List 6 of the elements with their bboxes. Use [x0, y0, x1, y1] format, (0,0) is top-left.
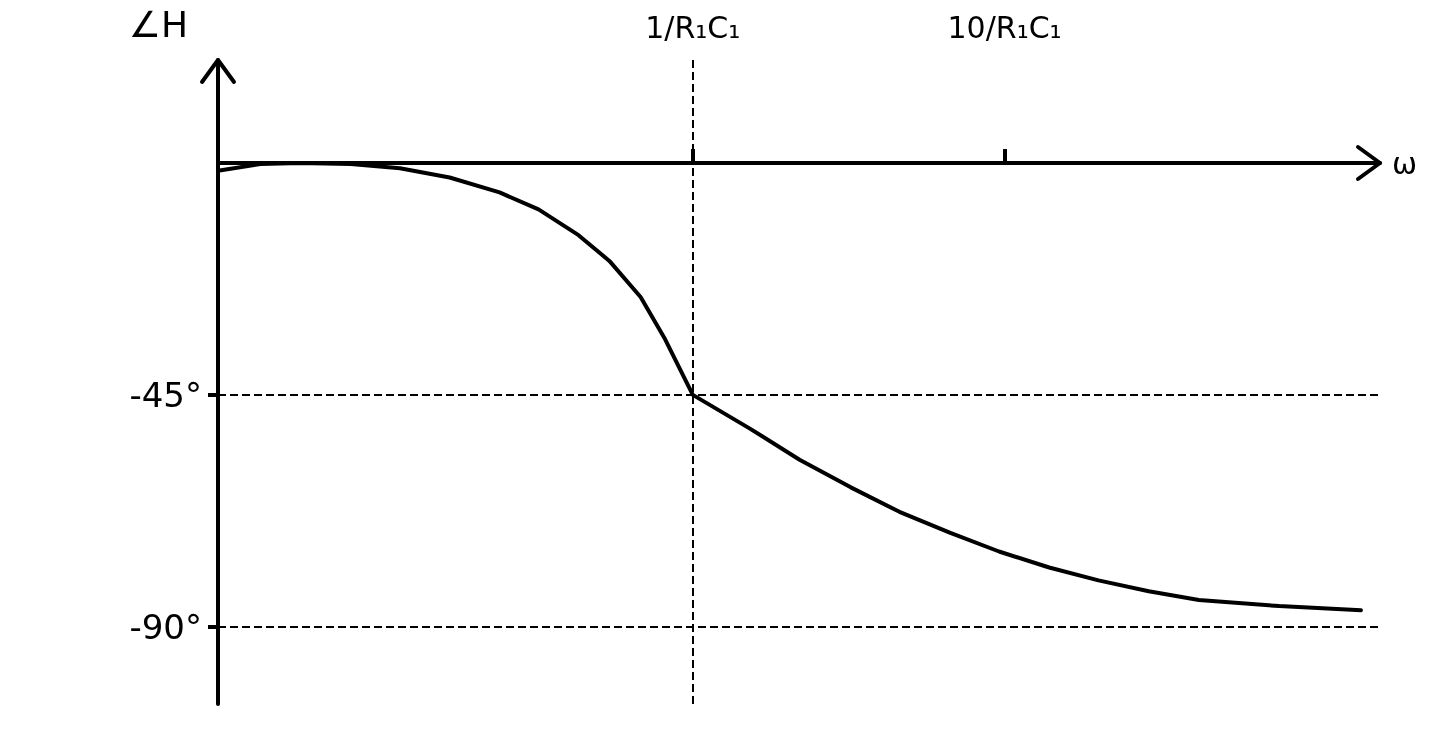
y-axis-title: ∠H [128, 3, 188, 45]
x-tick-label: 1/R₁C₁ [645, 9, 741, 45]
y-tick-label: -90° [129, 606, 202, 647]
y-tick-label: -45° [129, 374, 202, 415]
x-axis-title: ω [1392, 145, 1418, 181]
x-tick-label: 10/R₁C₁ [947, 9, 1062, 45]
